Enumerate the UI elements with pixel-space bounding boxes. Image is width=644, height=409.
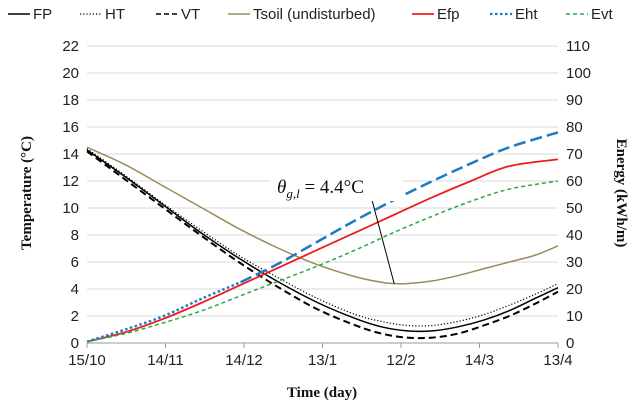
- x-tick-label: 12/2: [386, 352, 415, 369]
- y2-tick-label: 60: [566, 173, 583, 190]
- y-tick-label: 18: [62, 92, 79, 109]
- y-tick-label: 16: [62, 119, 79, 136]
- y2-tick-label: 40: [566, 227, 583, 244]
- legend-label: Eht: [515, 6, 538, 23]
- y2-tick-label: 0: [566, 335, 574, 352]
- x-tick-label: 13/4: [543, 352, 572, 369]
- legend-label: Evt: [591, 6, 614, 23]
- series-line-fp: [86, 149, 559, 333]
- y2-ticks: 0 10 20 30 40 50 60 70 80 90 100 110: [566, 38, 591, 352]
- x-axis-title: Time (day): [287, 385, 357, 401]
- annotation-suffix: = 4.4°C: [300, 177, 364, 198]
- y2-tick-label: 50: [566, 200, 583, 217]
- y-tick-label: 12: [62, 173, 79, 190]
- legend-label: HT: [105, 6, 125, 23]
- series-line-tsoil-undisturbed: [86, 146, 559, 285]
- series-line-eht: [86, 281, 242, 343]
- annotation-prefix: θ: [277, 177, 286, 198]
- y-tick-label: 14: [62, 146, 79, 163]
- legend-label: FP: [33, 6, 52, 23]
- x-tick-label: 14/12: [225, 352, 263, 369]
- legend-label: Tsoil (undisturbed): [253, 6, 376, 23]
- y2-axis-title: Energy (kWh/m): [613, 139, 629, 248]
- y2-tick-label: 10: [566, 308, 583, 325]
- y-tick-label: 8: [71, 227, 79, 244]
- y2-tick-label: 80: [566, 119, 583, 136]
- x-tick-label: 15/10: [68, 352, 106, 369]
- x-tick-label: 14/11: [147, 352, 183, 369]
- y2-tick-label: 70: [566, 146, 583, 163]
- y2-tick-label: 90: [566, 92, 583, 109]
- y-tick-label: 4: [71, 281, 79, 298]
- series-line-ht: [86, 148, 559, 327]
- y2-tick-label: 20: [566, 281, 583, 298]
- y-tick-label: 6: [71, 254, 79, 271]
- series-line-eht: [240, 131, 559, 284]
- x-tick-label: 13/1: [308, 352, 337, 369]
- y-tick-label: 22: [62, 38, 79, 55]
- y-tick-label: 2: [71, 308, 79, 325]
- legend-label: Efp: [437, 6, 460, 23]
- y-axis-title: Temperature (°C): [19, 136, 35, 250]
- legend: FP HT VT Tsoil (undisturbed) Efp Eht Evt: [8, 6, 614, 23]
- series-line-evt: [86, 180, 559, 343]
- y-ticks: 0 2 4 6 8 10 12 14 16 18 20 22: [62, 38, 79, 352]
- x-tick-label: 14/3: [465, 352, 494, 369]
- y-tick-label: 20: [62, 65, 79, 82]
- y2-tick-label: 100: [566, 65, 591, 82]
- series-layer: [86, 131, 559, 343]
- y-tick-label: 10: [62, 200, 79, 217]
- series-line-vt: [86, 150, 559, 340]
- annotation-text: θg,l = 4.4°C: [277, 177, 364, 201]
- annotation-leader-line: [371, 199, 395, 284]
- x-ticks: 15/10 14/11 14/12 13/1 12/2 14/3 13/4: [68, 343, 573, 369]
- annotation-box: [270, 169, 403, 201]
- y2-tick-label: 30: [566, 254, 583, 271]
- series-line-efp: [86, 158, 559, 343]
- y-tick-label: 0: [71, 335, 79, 352]
- legend-label: VT: [181, 6, 200, 23]
- y2-tick-label: 110: [566, 38, 590, 55]
- annotation-subscript: g,l: [286, 186, 300, 201]
